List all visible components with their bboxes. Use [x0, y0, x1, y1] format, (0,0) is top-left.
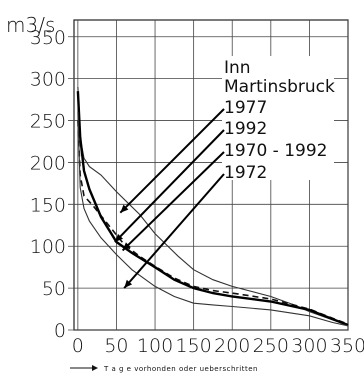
y-tick-label-50: 50	[42, 278, 66, 300]
pointer-head-0	[120, 204, 129, 213]
y-tick-label-200: 200	[30, 152, 66, 174]
y-tick-label-300: 300	[30, 69, 66, 91]
axes: m3/s 0 50 100 150 200 250 300 35005010015020025…	[6, 13, 364, 357]
x-tick-label-250: 250	[253, 335, 289, 357]
x-axis-caption: T a g e vorhonden oder ueberschritten	[103, 365, 258, 373]
legend-entry-1992: 1992	[224, 119, 267, 139]
pointer-head-1	[114, 233, 123, 243]
pointer-head-2	[122, 242, 131, 251]
series-line-1992	[77, 120, 349, 325]
x-tick-label-200: 200	[214, 335, 250, 357]
y-tick-label-0: 0	[54, 320, 66, 342]
y-tick-label-150: 150	[30, 194, 66, 216]
legend-title-line-1: Inn	[224, 58, 251, 78]
legend-entry-1970-1992: 1970 - 1992	[224, 141, 327, 161]
series-line-1972	[77, 112, 349, 327]
x-tick-label-0: 0	[72, 335, 84, 357]
caption-arrow-head	[92, 365, 98, 371]
y-tick-label-350: 350	[30, 27, 66, 49]
series-line-1970-1992	[76, 91, 349, 327]
x-tick-label-350: 350	[330, 335, 364, 357]
series-lines	[76, 86, 349, 327]
legend-title-line-2: Martinsbruck	[224, 77, 335, 97]
pointer-line-3	[123, 173, 225, 289]
pointer-line-0	[119, 108, 225, 214]
legend-box	[222, 56, 334, 180]
y-unit-label: m3/s	[6, 13, 55, 37]
legend-entry-1977: 1977	[224, 98, 267, 118]
pointer-line-2	[121, 151, 225, 252]
x-tick-label-150: 150	[176, 335, 212, 357]
pointer-line-1	[114, 129, 225, 243]
y-tick-label-100: 100	[30, 236, 66, 258]
y-tick-label-250: 250	[30, 111, 66, 133]
pointer-head-3	[124, 279, 133, 289]
x-tick-label-300: 300	[291, 335, 327, 357]
legend-entry-1972: 1972	[224, 163, 267, 183]
caption: T a g e vorhonden oder ueberschritten	[70, 365, 258, 373]
x-tick-label-100: 100	[137, 335, 173, 357]
legend: Inn Martinsbruck 1977 1992 1970 - 1992 1…	[222, 56, 335, 183]
legend-pointers	[114, 108, 225, 289]
x-tick-label-50: 50	[104, 335, 128, 357]
